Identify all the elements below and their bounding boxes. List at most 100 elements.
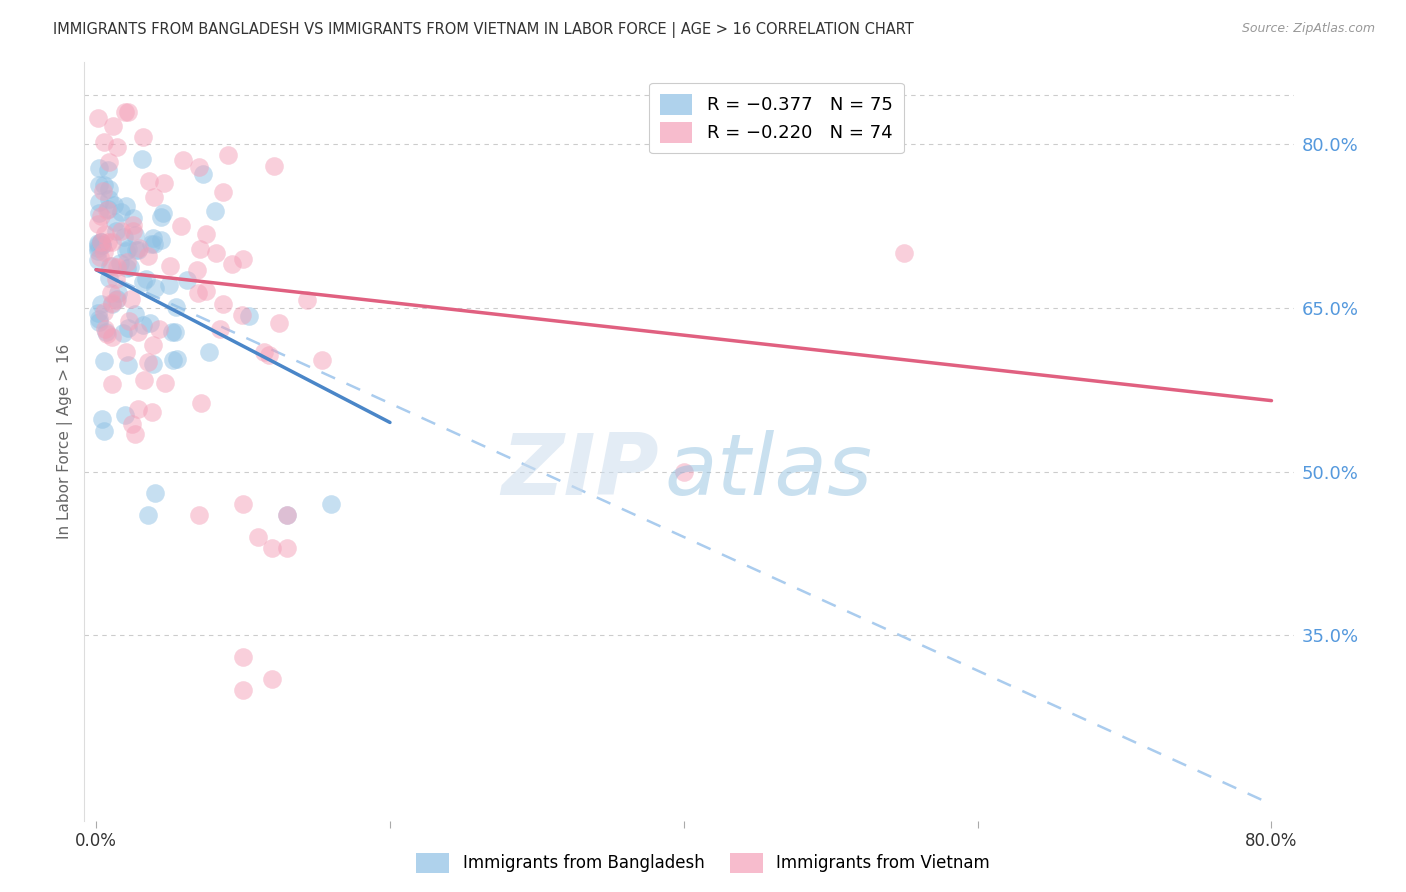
Point <box>121 417 143 431</box>
Point <box>93 245 115 260</box>
Point <box>194 285 217 299</box>
Point <box>157 278 180 293</box>
Point <box>204 203 226 218</box>
Point <box>153 376 176 390</box>
Point <box>132 275 155 289</box>
Point <box>252 345 274 359</box>
Point <box>232 252 254 266</box>
Point <box>205 246 228 260</box>
Point <box>86 112 108 126</box>
Point <box>87 195 110 210</box>
Point <box>198 345 221 359</box>
Point <box>188 242 211 256</box>
Point <box>98 154 121 169</box>
Point <box>89 311 111 326</box>
Point <box>122 218 145 232</box>
Point <box>97 192 120 206</box>
Point <box>186 263 208 277</box>
Point <box>101 296 124 310</box>
Point <box>103 120 125 134</box>
Point <box>115 199 138 213</box>
Point <box>131 318 153 332</box>
Point <box>110 224 132 238</box>
Point <box>124 426 146 441</box>
Point <box>112 326 135 340</box>
Point <box>191 167 214 181</box>
Point <box>263 159 285 173</box>
Point <box>276 541 298 555</box>
Point <box>141 404 163 418</box>
Point <box>90 235 112 249</box>
Point <box>142 357 165 371</box>
Point <box>165 325 187 339</box>
Point <box>114 344 136 359</box>
Point <box>221 257 243 271</box>
Y-axis label: In Labor Force | Age > 16: In Labor Force | Age > 16 <box>58 344 73 539</box>
Point <box>97 163 120 178</box>
Point <box>117 358 139 372</box>
Point <box>110 256 132 270</box>
Point <box>672 465 695 479</box>
Point <box>150 233 173 247</box>
Point <box>311 353 333 368</box>
Point <box>90 235 112 249</box>
Point <box>118 260 141 274</box>
Point <box>127 326 149 340</box>
Point <box>231 308 253 322</box>
Point <box>238 309 260 323</box>
Point <box>142 338 165 352</box>
Point <box>136 508 159 523</box>
Point <box>91 238 114 252</box>
Point <box>90 235 112 250</box>
Point <box>110 205 132 219</box>
Point <box>86 244 108 259</box>
Point <box>165 300 187 314</box>
Point <box>232 650 254 665</box>
Point <box>87 238 110 252</box>
Point <box>297 293 319 308</box>
Point <box>93 135 115 149</box>
Point <box>138 174 160 188</box>
Point <box>232 682 254 697</box>
Point <box>87 235 110 250</box>
Point <box>217 148 239 162</box>
Point <box>114 104 136 119</box>
Point <box>101 259 124 273</box>
Point <box>89 178 111 192</box>
Point <box>94 325 117 339</box>
Point <box>97 202 120 216</box>
Point <box>232 497 254 511</box>
Point <box>87 206 110 220</box>
Point <box>90 209 112 223</box>
Point <box>94 322 117 336</box>
Point <box>105 140 128 154</box>
Point <box>105 223 128 237</box>
Point <box>124 244 146 258</box>
Point <box>90 297 112 311</box>
Point <box>131 153 153 167</box>
Point <box>87 315 110 329</box>
Point <box>104 215 127 229</box>
Point <box>91 237 114 252</box>
Point <box>101 235 124 250</box>
Point <box>132 373 155 387</box>
Point <box>148 321 170 335</box>
Point <box>89 161 111 176</box>
Point <box>86 306 108 320</box>
Point <box>96 202 118 217</box>
Point <box>94 227 117 242</box>
Point <box>100 330 122 344</box>
Point <box>117 243 139 257</box>
Point <box>152 206 174 220</box>
Point <box>142 230 165 244</box>
Text: IMMIGRANTS FROM BANGLADESH VS IMMIGRANTS FROM VIETNAM IN LABOR FORCE | AGE > 16 : IMMIGRANTS FROM BANGLADESH VS IMMIGRANTS… <box>53 22 914 38</box>
Point <box>257 348 280 362</box>
Point <box>143 280 166 294</box>
Point <box>105 260 128 274</box>
Point <box>132 130 155 145</box>
Point <box>93 353 115 368</box>
Point <box>121 224 143 238</box>
Point <box>170 219 193 233</box>
Point <box>93 304 115 318</box>
Point <box>124 228 146 243</box>
